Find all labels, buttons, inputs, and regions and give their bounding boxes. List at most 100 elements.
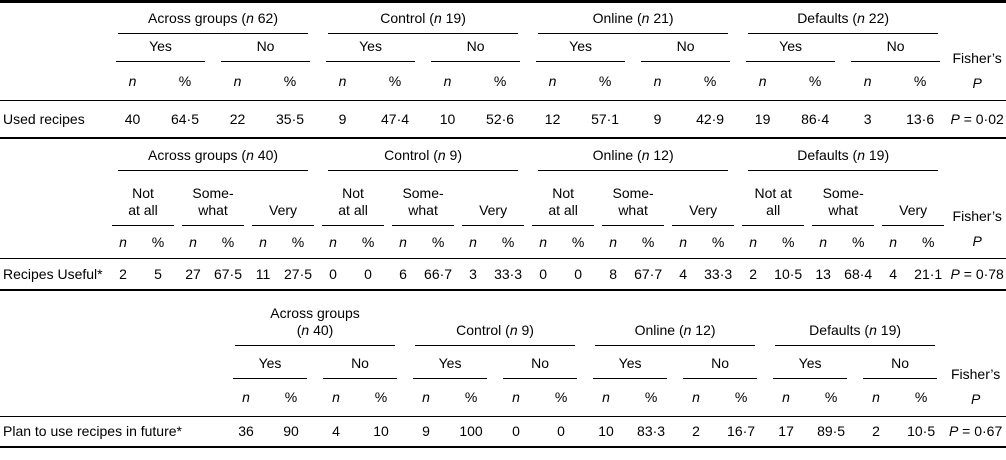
- col-pct: %: [808, 72, 822, 89]
- group-count: 19): [864, 147, 890, 163]
- subheader-no: No: [855, 346, 945, 379]
- group-count: 40): [253, 147, 279, 163]
- col-pct: %: [374, 389, 388, 406]
- group-count: 62): [253, 10, 278, 26]
- value-cell: 33·3: [698, 258, 739, 290]
- value-cell: 83·3: [627, 416, 676, 447]
- value-cell: 47·4: [367, 100, 424, 138]
- subheader-somewhat: Some-what: [388, 171, 458, 226]
- p-symbol: P: [970, 390, 981, 407]
- group-header-defaults: Defaults (n 22): [738, 2, 948, 34]
- n-symbol: n: [509, 322, 518, 338]
- col-n: n: [189, 233, 197, 250]
- col-pct: %: [703, 72, 717, 89]
- group-header-across-groups: Across groups (n 62): [108, 2, 318, 34]
- col-pct: %: [914, 389, 928, 406]
- value-cell: 6: [388, 258, 419, 290]
- col-pct: %: [913, 72, 927, 89]
- value-cell: 0: [318, 258, 349, 290]
- col-pct: %: [598, 72, 612, 89]
- col-pct: %: [571, 233, 585, 250]
- value-cell: 100: [447, 416, 496, 447]
- group-header-across-groups: Across groups (n 40): [225, 291, 405, 346]
- group-name: Online (: [592, 10, 642, 26]
- col-n: n: [602, 389, 610, 406]
- col-pct: %: [644, 389, 658, 406]
- value-cell: 16·7: [717, 416, 766, 447]
- value-cell: 10: [423, 100, 473, 138]
- group-count: 40): [309, 322, 334, 338]
- col-pct: %: [284, 389, 298, 406]
- col-n: n: [679, 233, 687, 250]
- value-cell: 27: [178, 258, 208, 290]
- group-header-across-groups: Across groups (n 40): [108, 139, 318, 171]
- subheader-yes: Yes: [765, 346, 855, 379]
- group-name: Across groups (: [148, 147, 247, 163]
- group-count: 22): [864, 10, 890, 26]
- col-n: n: [329, 233, 337, 250]
- subheader-no: No: [675, 346, 765, 379]
- value-cell: 0: [528, 258, 559, 290]
- col-n: n: [338, 72, 347, 89]
- n-symbol: n: [869, 322, 877, 338]
- subheader-somewhat: Some-what: [808, 171, 878, 226]
- subheader-no: No: [315, 346, 405, 379]
- value-cell: 0: [348, 258, 389, 290]
- n-symbol: n: [683, 322, 692, 338]
- value-cell: 10: [585, 416, 628, 447]
- col-n: n: [422, 389, 430, 406]
- value-cell: 64·5: [157, 100, 213, 138]
- subheader-no: No: [843, 34, 948, 62]
- value-cell: 10: [357, 416, 406, 447]
- group-name: Control (: [456, 322, 510, 338]
- group-count: 19): [876, 322, 902, 338]
- col-pct: %: [388, 72, 402, 89]
- group-header-online: Online (n 21): [528, 2, 738, 34]
- subheader-no: No: [495, 346, 585, 379]
- group-count: 12): [691, 322, 716, 338]
- subheader-not-at-all: Not at all: [738, 171, 808, 226]
- value-cell: 67·5: [208, 258, 248, 290]
- plan-to-use-table: Across groups (n 40) Control (n 9) Onlin…: [0, 291, 1006, 448]
- value-cell: 2: [675, 416, 718, 447]
- group-count: 19): [441, 10, 466, 26]
- col-pct: %: [641, 233, 655, 250]
- value-cell: 9: [405, 416, 448, 447]
- value-cell: 66·7: [418, 258, 459, 290]
- n-symbol: n: [246, 147, 254, 163]
- subheader-yes: Yes: [585, 346, 675, 379]
- col-pct: %: [283, 72, 297, 89]
- corner-cell: [0, 291, 225, 417]
- subheader-somewhat: Some-what: [178, 171, 248, 226]
- value-cell: 33·3: [488, 258, 529, 290]
- subheader-not-at-all: Not at all: [318, 171, 388, 226]
- group-count: 9): [517, 322, 534, 338]
- col-n: n: [399, 233, 407, 250]
- row-label: Recipes Useful*: [0, 258, 108, 290]
- subheader-yes: Yes: [225, 346, 315, 379]
- col-n: n: [609, 233, 617, 250]
- value-cell: 35·5: [262, 100, 319, 138]
- value-cell: 19: [738, 100, 788, 138]
- col-pct: %: [151, 233, 165, 250]
- col-pct: %: [734, 389, 748, 406]
- value-cell: 52·6: [472, 100, 529, 138]
- row-label: Used recipes: [0, 100, 108, 138]
- n-symbol: n: [857, 147, 865, 163]
- col-pct: %: [921, 233, 935, 250]
- value-cell: 17: [765, 416, 808, 447]
- value-cell: 4: [668, 258, 699, 290]
- col-pct: %: [501, 233, 515, 250]
- col-n: n: [819, 233, 828, 250]
- value-cell: 90: [267, 416, 315, 447]
- col-n: n: [128, 72, 137, 89]
- col-pct: %: [824, 389, 838, 406]
- subheader-not-at-all: Not at all: [108, 171, 178, 226]
- group-name: Defaults (: [797, 10, 858, 26]
- fisher-p-column-header: Fisher’s P: [948, 139, 1006, 259]
- subheader-not-at-all: Not at all: [528, 171, 598, 226]
- p-symbol: P: [972, 232, 982, 249]
- group-count: 12): [649, 147, 674, 163]
- n-symbol: n: [641, 147, 650, 163]
- value-cell: 27·5: [278, 258, 319, 290]
